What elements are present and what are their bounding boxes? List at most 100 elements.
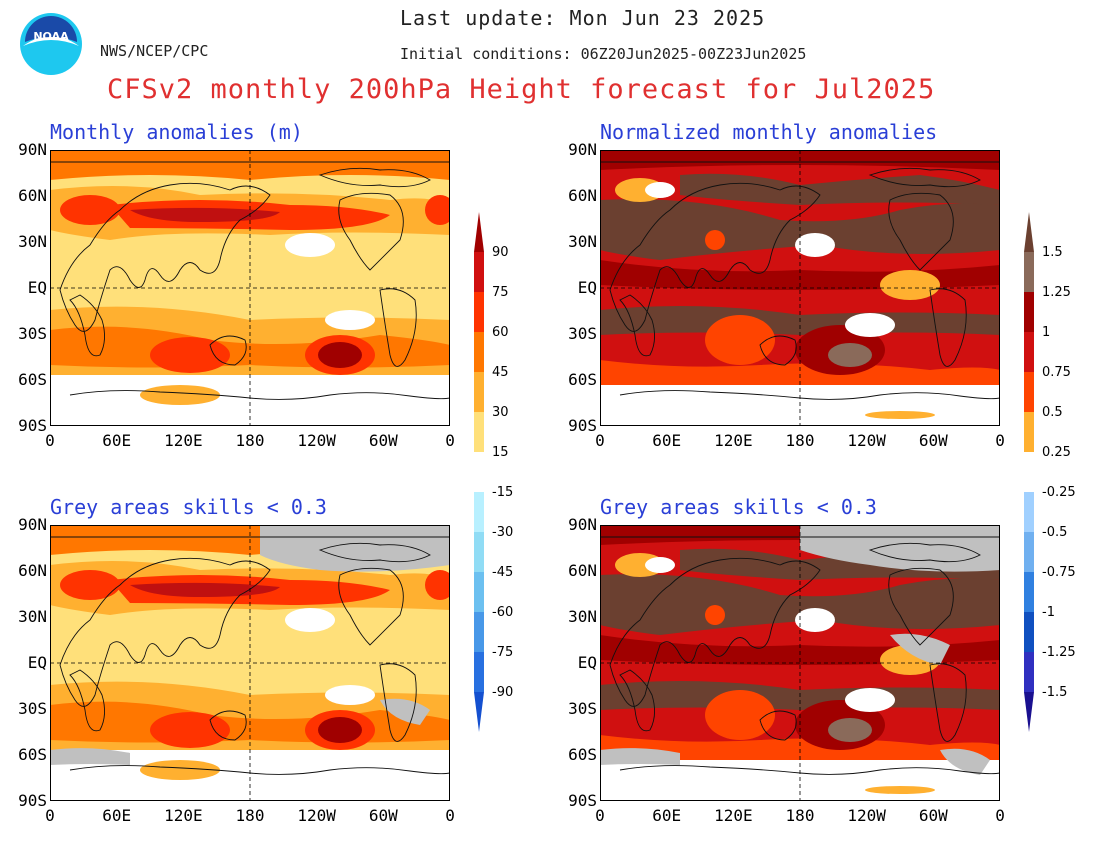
anomaly-blob: [828, 718, 872, 742]
colorbar-segment: [1024, 612, 1034, 652]
lat-label: EQ: [577, 278, 597, 297]
lat-label: 90S: [18, 791, 47, 810]
coastline: [868, 167, 981, 188]
lon-label: 0: [45, 431, 55, 450]
anomaly-blob: [140, 385, 220, 405]
colorbar-segment: [474, 612, 484, 652]
coastline: [379, 663, 417, 742]
anomaly-blob: [140, 760, 220, 780]
colorbar-label: -75: [492, 645, 513, 660]
low-skill-area: [890, 633, 950, 665]
lon-label: 60E: [652, 431, 682, 450]
colorbar-label: -45: [492, 565, 513, 580]
low-skill-area: [600, 748, 680, 765]
coastline: [69, 765, 450, 775]
coastline: [209, 335, 247, 366]
colorbar-segment: [1024, 252, 1034, 292]
colorbar-label: 15: [492, 445, 509, 460]
lon-label: 60E: [102, 431, 132, 450]
anomaly-band: [680, 173, 1000, 205]
lat-label: 30N: [18, 232, 47, 251]
anomaly-blob: [318, 342, 362, 368]
coastline: [759, 335, 797, 366]
anomaly-blob: [645, 557, 675, 573]
anomaly-blob: [425, 570, 450, 600]
coastline: [59, 557, 271, 707]
map-normalized-anomalies: [600, 150, 1000, 426]
colorbar-bottom-arrow: [474, 692, 484, 732]
lon-label: 120W: [847, 806, 886, 825]
colorbar-segment: [474, 372, 484, 412]
lon-label: 120W: [847, 431, 886, 450]
lat-label: 60S: [568, 370, 597, 389]
map-anomalies: [50, 150, 450, 426]
lon-label: 120E: [164, 806, 203, 825]
colorbar-segment: [474, 532, 484, 572]
colorbar-label: 1.5: [1042, 245, 1063, 260]
noaa-logo-text: NOAA: [33, 30, 69, 43]
colorbar-label: 1: [1042, 325, 1050, 340]
colorbar-top-arrow: [1024, 212, 1034, 252]
anomaly-blob: [828, 343, 872, 367]
low-skill-area: [380, 698, 430, 725]
colorbar-label: 0.25: [1042, 445, 1071, 460]
panel-title-bottom-left: Grey areas skills < 0.3: [50, 495, 327, 519]
anomaly-blob: [285, 233, 335, 257]
coastline: [59, 182, 271, 332]
coastline: [69, 669, 105, 732]
lon-label: 0: [595, 431, 605, 450]
lat-label: 30S: [18, 324, 47, 343]
colorbar-bottom-arrow: [1024, 692, 1034, 732]
map-frame: [50, 525, 450, 801]
lon-label: 60W: [368, 431, 398, 450]
anomaly-band: [50, 750, 450, 801]
anomaly-blob: [795, 233, 835, 257]
colorbar-segment: [1024, 412, 1034, 452]
coastline: [338, 567, 404, 646]
lon-label: 120W: [297, 806, 336, 825]
lon-label: 0: [445, 431, 455, 450]
colorbar-label: -0.25: [1042, 485, 1076, 500]
lon-label: 60E: [652, 806, 682, 825]
lat-label: 60N: [18, 186, 47, 205]
colorbar-anomalies: 90 75 60 45 30 15 -15 -30 -45 -60 -75 -90: [474, 212, 513, 732]
lat-label: 60N: [568, 186, 597, 205]
map-frame: [600, 525, 1000, 801]
lon-label: 120E: [714, 431, 753, 450]
coastline: [379, 288, 417, 367]
coastline: [888, 567, 954, 646]
lat-label: 90N: [568, 140, 597, 159]
anomaly-blob: [705, 605, 725, 625]
lat-label: 30N: [568, 232, 597, 251]
lat-label: 60S: [18, 370, 47, 389]
lat-label: 60N: [18, 561, 47, 580]
colorbar-label: -90: [492, 685, 513, 700]
lat-label: 90S: [568, 416, 597, 435]
colorbar-segment: [1024, 372, 1034, 412]
low-skill-area: [50, 748, 130, 765]
colorbar-segment: [1024, 572, 1034, 612]
colorbar-label: -60: [492, 605, 513, 620]
map-frame: [50, 150, 450, 426]
low-skill-area: [940, 748, 990, 775]
coastline: [619, 390, 1000, 400]
lat-label: EQ: [27, 653, 47, 672]
lon-label: 60W: [368, 806, 398, 825]
lat-label: 90S: [18, 416, 47, 435]
coastline: [318, 542, 431, 563]
lon-label: 60W: [918, 806, 948, 825]
lon-label: 0: [595, 806, 605, 825]
colorbar-label: 0.75: [1042, 365, 1071, 380]
anomaly-blob: [845, 688, 895, 712]
lon-label: 180: [235, 806, 265, 825]
coastline: [868, 542, 981, 563]
lat-label: 30N: [18, 607, 47, 626]
lon-label: 60W: [918, 431, 948, 450]
coastline: [69, 390, 450, 400]
lat-label: 30N: [568, 607, 597, 626]
map-frame: [600, 150, 1000, 426]
coastline: [209, 710, 247, 741]
coastline: [69, 294, 105, 357]
lon-label: 0: [45, 806, 55, 825]
lat-label: 30S: [568, 699, 597, 718]
